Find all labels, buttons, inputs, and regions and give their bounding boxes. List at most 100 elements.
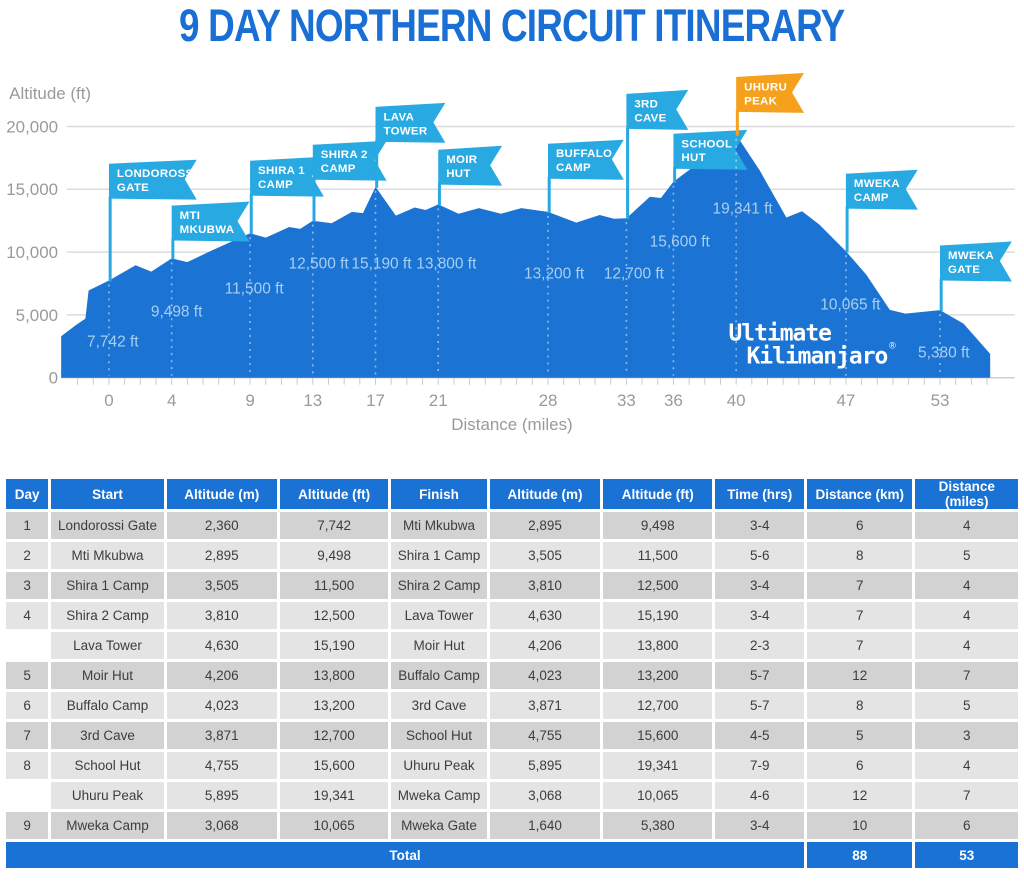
day-cell: 4 xyxy=(6,602,49,629)
flag-shira-1-camp xyxy=(250,156,324,197)
watermark-line2: Kilimanjaro xyxy=(746,343,887,369)
column-header: Finish xyxy=(391,479,487,509)
day-cell: 7 xyxy=(6,722,49,749)
y-axis-tick-label: 20,000 xyxy=(6,117,58,136)
table-row: 3 Shira 1 Camp 3,505 11,500 Shira 2 Camp 3,81… xyxy=(6,572,1018,599)
watermark-line1: Ultimate xyxy=(728,320,831,346)
table-cell: Lava Tower xyxy=(391,602,487,629)
x-axis-tick-label: 40 xyxy=(727,391,746,410)
table-cell: 4 xyxy=(915,632,1018,659)
table-cell: Mweka Gate xyxy=(391,812,487,839)
table-cell: 4-6 xyxy=(715,782,805,809)
table-cell: 19,341 xyxy=(279,782,389,809)
table-cell: 19,341 xyxy=(603,752,713,779)
table-cell: 3rd Cave xyxy=(391,692,487,719)
flag-label: CAMP xyxy=(854,192,889,204)
flag-label: CAMP xyxy=(258,179,293,191)
flag-lava-tower xyxy=(375,102,446,143)
column-header: Distance (miles) xyxy=(915,479,1018,509)
table-cell: 6 xyxy=(807,512,913,539)
altitude-annotation: 9,498 ft xyxy=(151,303,203,320)
table-cell: 3,068 xyxy=(166,812,277,839)
table-cell: 3-4 xyxy=(715,602,805,629)
table-cell: 11,500 xyxy=(279,572,389,599)
table-cell: 7-9 xyxy=(715,752,805,779)
table-cell: 6 xyxy=(915,812,1018,839)
table-cell: 3,810 xyxy=(166,602,277,629)
table-cell: 4,023 xyxy=(489,662,601,689)
table-cell: 13,800 xyxy=(603,632,713,659)
day-cell: 2 xyxy=(6,542,49,569)
flag-uhuru-peak xyxy=(736,72,804,113)
flag-label: 3RD xyxy=(634,98,658,110)
table-cell: 12,500 xyxy=(603,572,713,599)
column-header: Distance (km) xyxy=(807,479,913,509)
altitude-annotation: 15,190 ft xyxy=(351,255,412,272)
table-cell: 8 xyxy=(807,692,913,719)
table-cell: Shira 1 Camp xyxy=(51,572,164,599)
table-cell: 12,500 xyxy=(279,602,389,629)
table-cell: 11,500 xyxy=(603,542,713,569)
table-row: 6 Buffalo Camp 4,023 13,200 3rd Cave 3,871 12,… xyxy=(6,692,1018,719)
table-cell: 3 xyxy=(915,722,1018,749)
day-cell: 8 xyxy=(6,752,49,779)
day-cell: 5 xyxy=(6,662,49,689)
total-miles-cell: 53 xyxy=(915,842,1018,868)
altitude-annotation: 13,800 ft xyxy=(416,255,477,272)
table-cell: 5,380 xyxy=(603,812,713,839)
table-cell: Mti Mkubwa xyxy=(51,542,164,569)
table-row: 4 Shira 2 Camp 3,810 12,500 Lava Tower 4,630 1… xyxy=(6,602,1018,629)
flag-label: UHURU xyxy=(744,81,787,93)
table-cell: 5-6 xyxy=(715,542,805,569)
x-axis-tick-label: 0 xyxy=(104,391,113,410)
table-cell: Buffalo Camp xyxy=(391,662,487,689)
table-cell: 5-7 xyxy=(715,692,805,719)
flag-label: MTI xyxy=(180,210,201,222)
table-cell: 10,065 xyxy=(603,782,713,809)
column-header: Altitude (ft) xyxy=(603,479,713,509)
flag-label: MKUBWA xyxy=(180,224,235,236)
x-axis-tick-label: 28 xyxy=(539,391,558,410)
table-cell: Shira 2 Camp xyxy=(51,602,164,629)
table-cell: Uhuru Peak xyxy=(391,752,487,779)
table-cell: 13,200 xyxy=(603,662,713,689)
flag-label: TOWER xyxy=(383,125,427,137)
flag-moir-hut xyxy=(438,145,503,186)
flag-buffalo-camp xyxy=(547,139,624,180)
table-cell: 12,700 xyxy=(603,692,713,719)
table-cell: 3,871 xyxy=(489,692,601,719)
table-cell: 3,505 xyxy=(489,542,601,569)
day-cell: 1 xyxy=(6,512,49,539)
column-header: Altitude (m) xyxy=(166,479,277,509)
flag-mti-mkubwa xyxy=(171,201,250,242)
table-cell: 13,200 xyxy=(279,692,389,719)
table-cell: 4 xyxy=(915,572,1018,599)
elevation-profile-chart: 7,742 ft LONDOROSSI GATE 9,498 ft MTI MKUBWA 1… xyxy=(6,72,1015,434)
flag-label: PEAK xyxy=(744,95,777,107)
day-cell: 9 xyxy=(6,812,49,839)
table-cell: 4,206 xyxy=(166,662,277,689)
table-cell: 4,630 xyxy=(489,602,601,629)
x-axis-tick-label: 13 xyxy=(303,391,322,410)
table-cell: Uhuru Peak xyxy=(51,782,164,809)
table-cell: 4-5 xyxy=(715,722,805,749)
table-cell: Moir Hut xyxy=(51,662,164,689)
flag-3rd-cave xyxy=(626,89,689,130)
y-axis-tick-label: 5,000 xyxy=(16,306,58,325)
day-cell: 3 xyxy=(6,572,49,599)
flag-label: LAVA xyxy=(383,111,414,123)
x-axis-tick-label: 9 xyxy=(245,391,254,410)
day-cell xyxy=(6,632,49,659)
flag-label: BUFFALO xyxy=(556,148,612,160)
table-cell: 6 xyxy=(807,752,913,779)
table-cell: School Hut xyxy=(391,722,487,749)
table-cell: 10,065 xyxy=(279,812,389,839)
x-axis-tick-label: 33 xyxy=(617,391,636,410)
flag-label: MWEKA xyxy=(948,250,994,262)
x-axis-tick-label: 4 xyxy=(167,391,176,410)
elevation-area xyxy=(61,134,991,378)
table-cell: 5,895 xyxy=(166,782,277,809)
table-cell: 7 xyxy=(915,782,1018,809)
table-cell: Shira 1 Camp xyxy=(391,542,487,569)
table-cell: 5 xyxy=(915,692,1018,719)
